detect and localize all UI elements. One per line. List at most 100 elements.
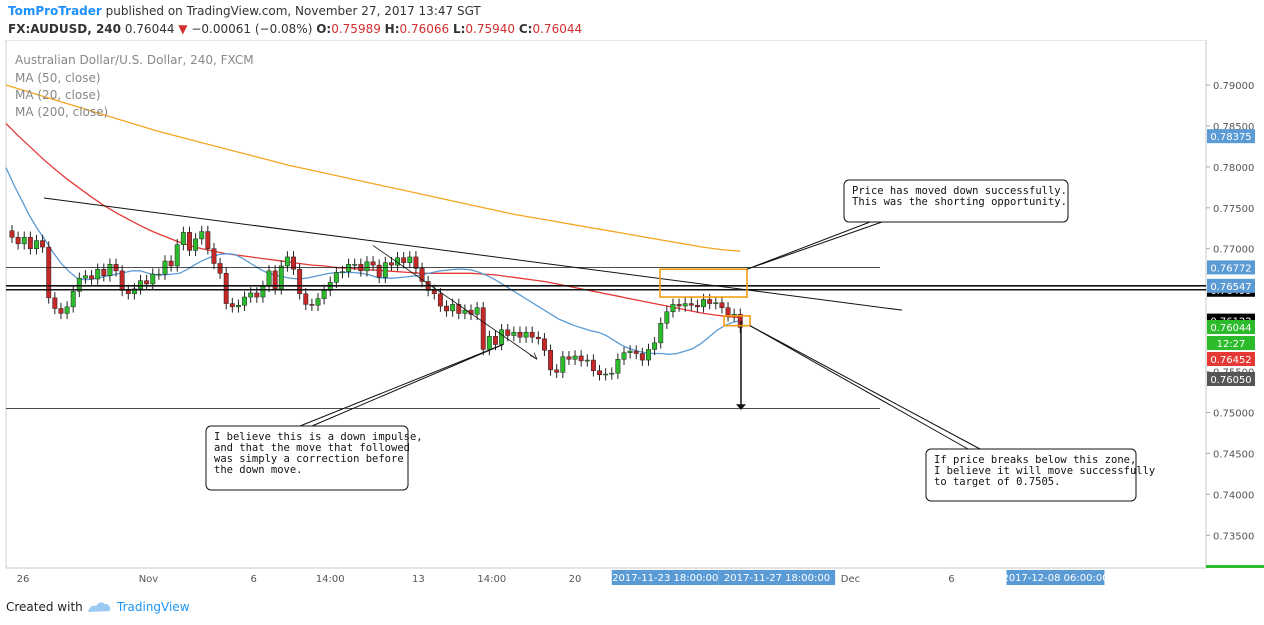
- last-price: 0.76044: [124, 22, 175, 36]
- price-tags: 0.783750.764990.767720.765470.761220.760…: [1207, 129, 1255, 387]
- candle-body: [187, 232, 192, 251]
- price-tag-label: 0.76050: [1210, 375, 1251, 386]
- high-label: H:: [384, 22, 400, 36]
- candle-body: [462, 309, 468, 314]
- close-value: 0.76044: [532, 22, 583, 36]
- candle-body: [664, 311, 670, 324]
- target-arrow-head: [736, 404, 746, 411]
- callout-box: [843, 179, 1069, 223]
- symbol-line: FX:AUDUSD, 240 0.76044 ▼ −0.00061 (−0.08…: [8, 22, 582, 36]
- price-tag-box: [1207, 278, 1255, 293]
- candle-body: [401, 257, 407, 263]
- candle-body: [535, 336, 541, 340]
- time-highlight-label: 2017-12-08 06:00:00: [1002, 573, 1108, 584]
- price-tag-label: 0.76452: [1210, 355, 1251, 366]
- candle-body: [676, 304, 682, 307]
- price-tag-label: 0.78375: [1210, 132, 1251, 143]
- candle-body: [486, 336, 492, 350]
- candle-body: [21, 237, 27, 245]
- time-tick-label: 14:00: [477, 574, 506, 585]
- candle-body: [156, 273, 162, 276]
- author-link[interactable]: TomProTrader: [8, 4, 102, 18]
- tradingview-link[interactable]: TradingView: [117, 600, 190, 614]
- price-axis[interactable]: 0.79000 0.78500 0.78000 0.77500 0.77000 0.765…: [1205, 40, 1254, 568]
- candle-body: [682, 303, 688, 307]
- candle-body: [46, 246, 52, 299]
- trend-drawings: [6, 197, 1206, 411]
- candle-body: [150, 273, 156, 285]
- candle-body: [272, 270, 278, 290]
- candle-body: [627, 350, 633, 353]
- candle-body: [70, 291, 76, 308]
- price-change: −0.00061 (−0.08%): [191, 22, 313, 36]
- candle-body: [578, 355, 584, 362]
- open-value: 0.75989: [331, 22, 381, 36]
- time-tick-label: 6: [948, 574, 954, 585]
- candle-body: [333, 272, 339, 283]
- candle-body: [352, 264, 358, 266]
- price-chart[interactable]: 0.79000 0.78500 0.78000 0.77500 0.77000 0.765…: [0, 40, 1264, 596]
- candle-body: [444, 305, 449, 312]
- open-label: O:: [316, 22, 332, 36]
- candle-body: [511, 331, 517, 336]
- candle-body: [652, 342, 658, 350]
- time-tick-label: 13: [412, 574, 425, 585]
- down-arrow-icon: ▼: [178, 22, 188, 36]
- price-tag-label: 12:27: [1217, 339, 1246, 350]
- time-tick-label: 6: [251, 574, 257, 585]
- price-tag-box: [1207, 352, 1255, 367]
- candle-body: [370, 261, 376, 266]
- candle-body: [321, 290, 327, 299]
- candle-body: [346, 264, 352, 272]
- callout-pointer: [749, 325, 981, 450]
- candle-body: [407, 256, 413, 263]
- candle-body: [40, 240, 46, 248]
- candle-body: [548, 350, 554, 371]
- candle-body: [297, 268, 303, 295]
- candle-body: [603, 373, 609, 376]
- close-label: C:: [518, 22, 533, 36]
- candle-body: [382, 262, 388, 278]
- candle-body: [9, 230, 15, 238]
- impulse-arrow-head: [533, 352, 538, 360]
- time-highlight-box: [611, 570, 719, 585]
- candle-body: [517, 331, 523, 338]
- callout-text: Price has moved down successfully.: [852, 185, 1067, 197]
- candle-body: [235, 304, 241, 308]
- published-text: published on TradingView.com, November 2…: [101, 4, 481, 18]
- price-tag-box: [1207, 320, 1255, 335]
- candle-body: [413, 256, 419, 269]
- time-axis[interactable]: 26Nov614:001314:0020Dec614:002017-11-23 …: [6, 565, 1264, 585]
- candle-body: [670, 304, 676, 313]
- price-tick-label: 0.78000: [1213, 163, 1254, 174]
- candle-body: [364, 261, 370, 272]
- candle-body: [523, 331, 529, 338]
- callout-pointer: [746, 221, 871, 270]
- low-label: L:: [452, 22, 466, 36]
- price-tick-label: 0.79000: [1213, 81, 1254, 92]
- time-highlight-box: [718, 570, 836, 585]
- candle-body: [499, 329, 505, 345]
- candle-body: [309, 304, 315, 306]
- candle-body: [76, 277, 82, 292]
- tradingview-logo-icon[interactable]: [86, 598, 112, 616]
- callout-text: the down move.: [214, 464, 303, 476]
- callout-text: I believe this is a down impulse,: [214, 431, 423, 443]
- candle-body: [193, 238, 199, 251]
- candle-body: [52, 297, 58, 309]
- axis-corner-bar: [1206, 565, 1264, 568]
- chart-legend: Australian Dollar/U.S. Dollar, 240, FXCM…: [15, 53, 254, 119]
- created-with-label: Created with: [6, 600, 83, 614]
- candle-body: [180, 232, 186, 245]
- candle-body: [199, 231, 205, 240]
- time-highlight-box: [1006, 570, 1105, 585]
- candle-body: [266, 270, 272, 287]
- candle-body: [315, 298, 321, 306]
- price-tick-label: 0.74000: [1213, 490, 1254, 501]
- candle-body: [144, 280, 150, 285]
- impulse-arrow-line: [372, 245, 538, 360]
- callout-text: I believe it will move successfully: [934, 465, 1155, 477]
- candle-body: [419, 268, 425, 282]
- candle-body: [82, 275, 88, 279]
- symbol-label: FX:AUDUSD, 240: [8, 22, 122, 36]
